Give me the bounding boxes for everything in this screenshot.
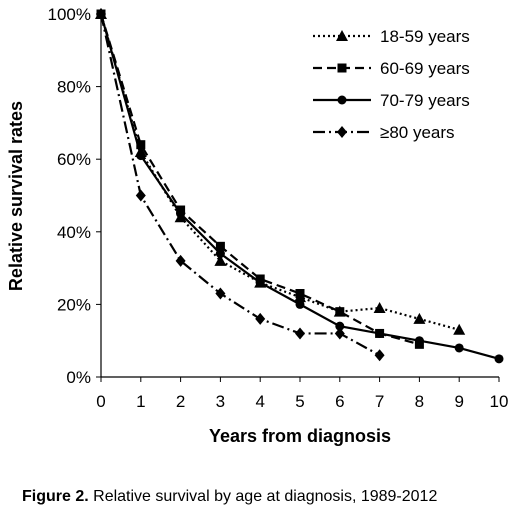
data-point: [255, 278, 265, 288]
legend-label: 18-59 years: [380, 27, 470, 46]
data-point: [335, 321, 345, 331]
legend-label: ≥80 years: [380, 123, 455, 142]
survival-chart: 0 1 2 3 4 5 6 7 8 9 100%20%40%60%80%100% 18-59 yea…: [6, 5, 509, 446]
x-tick-label: 1: [136, 392, 145, 411]
legend-marker: [336, 30, 348, 41]
x-tick-label: 8: [415, 392, 424, 411]
legend-label: 60-69 years: [380, 59, 470, 78]
data-point: [295, 327, 305, 340]
axes: 0 1 2 3 4 5 6 7 8 9 100%20%40%60%80%100%: [48, 5, 509, 411]
legend-marker: [337, 95, 347, 105]
series-square: [96, 9, 424, 349]
data-point: [215, 287, 226, 300]
caption-text: Relative survival by age at diagnosis, 1…: [88, 488, 438, 505]
y-tick-label: 20%: [57, 295, 91, 314]
caption-lead: Figure 2.: [22, 488, 89, 505]
legend-label: 70-79 years: [380, 91, 470, 110]
series-line: [99, 13, 381, 357]
data-point: [414, 336, 424, 346]
data-point: [454, 343, 464, 353]
data-point: [215, 249, 225, 259]
data-point: [135, 189, 146, 202]
legend-marker: [337, 126, 347, 138]
data-point: [494, 354, 504, 364]
data-point: [136, 140, 146, 150]
legend-entry: 70-79 years: [313, 91, 470, 110]
data-point: [96, 8, 106, 20]
data-point: [334, 327, 345, 340]
x-tick-label: 0: [96, 392, 105, 411]
data-point: [295, 289, 305, 299]
x-tick-label: 9: [454, 392, 463, 411]
data-point: [374, 349, 385, 362]
data-point: [175, 254, 186, 267]
y-tick-label: 0%: [66, 368, 91, 387]
data-point: [453, 323, 466, 335]
x-axis-title: Years from diagnosis: [209, 426, 391, 446]
legend-entry: ≥80 years: [313, 123, 455, 142]
data-point: [413, 312, 426, 324]
x-tick-label: 2: [176, 392, 185, 411]
x-tick-label: 4: [255, 392, 264, 411]
data-point: [373, 302, 386, 314]
data-point: [136, 151, 146, 161]
data-point: [255, 312, 266, 325]
x-tick-label: 10: [490, 392, 509, 411]
series-layer: [95, 8, 504, 364]
y-tick-label: 100%: [48, 5, 91, 24]
series-diamond: [96, 8, 385, 362]
data-point: [295, 299, 305, 309]
x-tick-label: 7: [375, 392, 384, 411]
x-tick-label: 5: [295, 392, 304, 411]
figure-caption: Figure 2. Relative survival by age at di…: [22, 488, 437, 506]
data-point: [335, 307, 345, 317]
legend-marker: [337, 63, 347, 73]
x-tick-label: 3: [216, 392, 225, 411]
data-point: [375, 328, 385, 338]
legend: 18-59 years 60-69 years 70-79 years ≥80 yea…: [313, 27, 470, 142]
data-point: [214, 254, 227, 266]
series-line: [99, 13, 420, 346]
data-point: [215, 241, 225, 251]
y-tick-label: 80%: [57, 78, 91, 97]
y-tick-label: 40%: [57, 223, 91, 242]
data-point: [176, 209, 186, 219]
legend-entry: 60-69 years: [313, 59, 470, 78]
x-tick-label: 6: [335, 392, 344, 411]
legend-entry: 18-59 years: [313, 27, 470, 46]
y-axis-title: Relative survival rates: [6, 101, 26, 291]
y-tick-label: 60%: [57, 150, 91, 169]
